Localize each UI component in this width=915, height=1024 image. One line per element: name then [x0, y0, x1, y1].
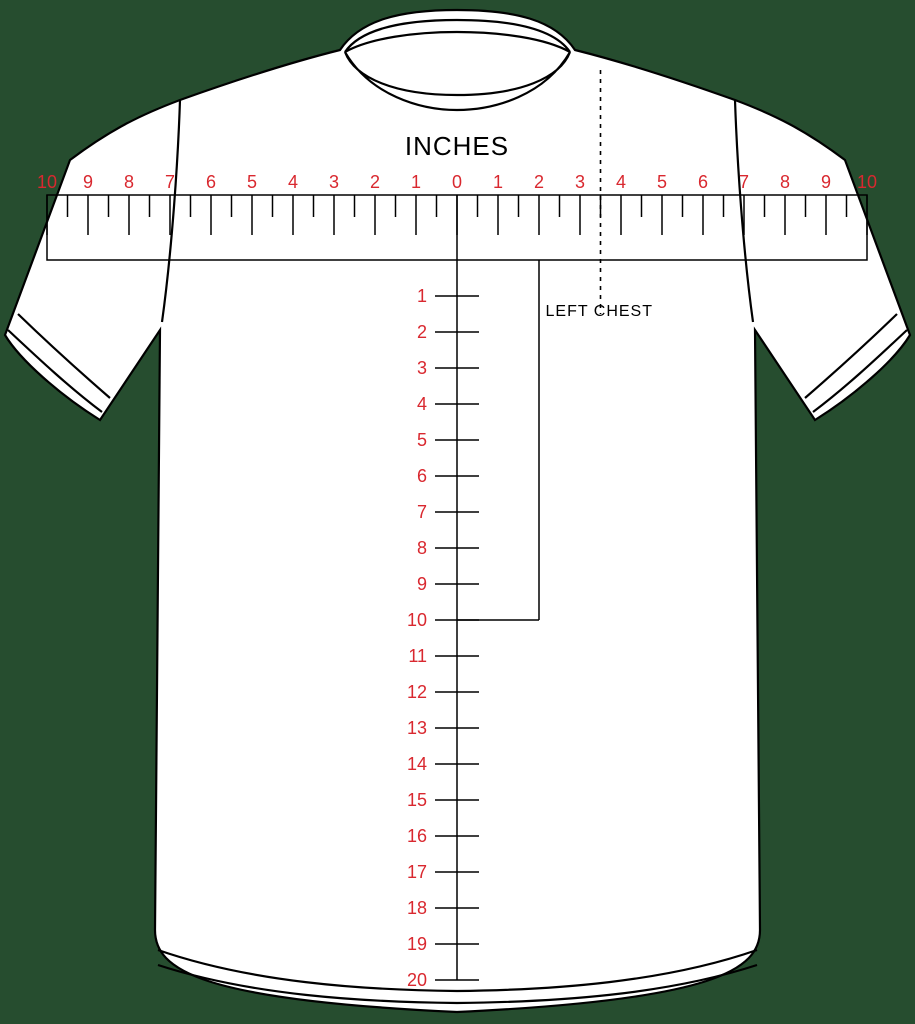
h-tick-label: 3 [329, 172, 339, 192]
h-tick-label: 7 [165, 172, 175, 192]
h-tick-label: 2 [534, 172, 544, 192]
v-tick-label: 10 [407, 610, 427, 630]
h-tick-label: 9 [821, 172, 831, 192]
h-tick-label: 10 [857, 172, 877, 192]
v-tick-label: 3 [417, 358, 427, 378]
v-tick-label: 12 [407, 682, 427, 702]
h-tick-label: 7 [739, 172, 749, 192]
units-title: INCHES [405, 131, 509, 161]
h-tick-label: 3 [575, 172, 585, 192]
h-tick-label: 5 [247, 172, 257, 192]
v-tick-label: 16 [407, 826, 427, 846]
v-tick-label: 14 [407, 754, 427, 774]
v-tick-label: 8 [417, 538, 427, 558]
v-tick-label: 1 [417, 286, 427, 306]
v-tick-label: 17 [407, 862, 427, 882]
h-tick-label: 4 [288, 172, 298, 192]
h-tick-label: 6 [698, 172, 708, 192]
tshirt-ruler-diagram: INCHES1098765432101234567891012345678910… [0, 0, 915, 1024]
h-tick-label: 4 [616, 172, 626, 192]
v-tick-label: 20 [407, 970, 427, 990]
h-tick-label: 8 [124, 172, 134, 192]
v-tick-label: 13 [407, 718, 427, 738]
h-tick-label: 9 [83, 172, 93, 192]
h-tick-label: 1 [493, 172, 503, 192]
v-tick-label: 6 [417, 466, 427, 486]
h-tick-label: 1 [411, 172, 421, 192]
v-tick-label: 18 [407, 898, 427, 918]
h-tick-label: 5 [657, 172, 667, 192]
diagram-svg: INCHES1098765432101234567891012345678910… [0, 0, 915, 1024]
v-tick-label: 19 [407, 934, 427, 954]
v-tick-label: 15 [407, 790, 427, 810]
h-tick-label: 8 [780, 172, 790, 192]
v-tick-label: 5 [417, 430, 427, 450]
v-tick-label: 9 [417, 574, 427, 594]
h-tick-label: 10 [37, 172, 57, 192]
h-tick-label: 6 [206, 172, 216, 192]
v-tick-label: 4 [417, 394, 427, 414]
v-tick-label: 11 [408, 646, 427, 666]
v-tick-label: 7 [417, 502, 427, 522]
v-tick-label: 2 [417, 322, 427, 342]
h-tick-label: 2 [370, 172, 380, 192]
left-chest-label: LEFT CHEST [546, 303, 654, 320]
h-tick-label: 0 [452, 172, 462, 192]
